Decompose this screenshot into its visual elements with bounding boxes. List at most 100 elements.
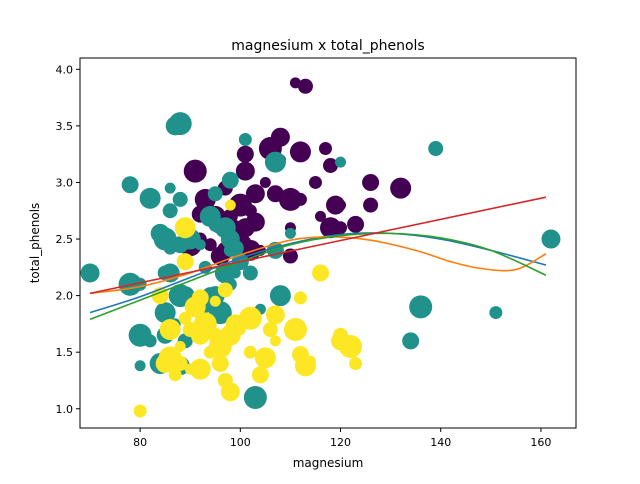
- scatter-point-class-2: [254, 347, 276, 369]
- scatter-point-class-1: [226, 239, 244, 257]
- scatter-point-class-0: [236, 145, 254, 163]
- scatter-point-class-0: [259, 176, 271, 188]
- y-tick-label: 1.5: [56, 346, 74, 359]
- scatter-point-class-0: [203, 238, 217, 252]
- fit-line-1: [89, 232, 547, 314]
- scatter-point-class-0: [183, 159, 207, 183]
- scatter-point-class-1: [80, 263, 100, 283]
- scatter-point-class-0: [308, 175, 322, 189]
- scatter-point-class-2: [349, 357, 363, 371]
- scatter-point-class-2: [220, 382, 240, 402]
- scatter-point-class-2: [339, 335, 363, 359]
- y-tick-label: 4.0: [56, 63, 74, 76]
- scatter-point-class-1: [207, 186, 223, 202]
- scatter-point-class-0: [289, 141, 311, 163]
- y-axis: 1.0 1.5 2.0 2.5 3.0 3.5 4.0: [56, 63, 80, 416]
- scatter-point-class-1: [162, 203, 178, 219]
- scatter-point-class-2: [203, 345, 217, 359]
- y-tick-label: 2.5: [56, 233, 74, 246]
- scatter-point-class-2: [168, 368, 182, 382]
- scatter-point-class-1: [134, 360, 146, 372]
- scatter-point-class-1: [409, 295, 433, 319]
- scatter-point-class-1: [242, 265, 258, 281]
- scatter-point-class-2: [283, 318, 307, 342]
- scatter-point-class-2: [159, 319, 181, 341]
- scatter-point-class-0: [362, 173, 380, 191]
- scatter-point-class-0: [297, 78, 313, 94]
- x-tick-label: 120: [330, 436, 351, 449]
- scatter-point-class-0: [266, 185, 284, 203]
- scatter-point-class-2: [207, 327, 223, 343]
- scatter-point-class-1: [284, 227, 296, 239]
- scatter-point-class-2: [174, 217, 196, 239]
- x-tick-label: 160: [530, 436, 551, 449]
- scatter-point-class-1: [139, 187, 161, 209]
- scatter-point-class-2: [238, 306, 262, 330]
- scatter-point-class-0: [235, 218, 255, 238]
- scatter-point-class-2: [178, 311, 192, 325]
- scatter-point-class-2: [224, 199, 236, 211]
- plot-frame: [79, 57, 577, 429]
- scatter-point-class-1: [199, 205, 221, 227]
- scatter-point-class-0: [363, 197, 379, 213]
- scatter-point-class-0: [245, 184, 265, 204]
- scatter-point-class-2: [262, 322, 278, 338]
- scatter-point-class-1: [229, 267, 241, 279]
- scatter-point-class-0: [326, 195, 346, 215]
- scatter-point-class-0: [323, 157, 339, 173]
- scatter-series-layer: [80, 77, 561, 418]
- y-tick-label: 3.5: [56, 120, 74, 133]
- scatter-point-class-0: [318, 142, 332, 156]
- scatter-point-class-2: [133, 404, 147, 418]
- fit-line-2: [89, 235, 547, 295]
- scatter-point-class-1: [164, 182, 176, 194]
- scatter-point-class-2: [189, 358, 211, 380]
- y-tick-label: 1.0: [56, 403, 74, 416]
- x-tick-label: 80: [133, 436, 147, 449]
- scatter-point-class-1: [541, 229, 561, 249]
- scatter-point-class-2: [243, 345, 257, 359]
- scatter-point-class-2: [269, 335, 281, 347]
- scatter-point-class-1: [269, 285, 291, 307]
- scatter-point-class-2: [211, 355, 229, 373]
- scatter-point-class-2: [265, 305, 285, 325]
- scatter-point-class-0: [293, 192, 307, 206]
- fit-line-3: [89, 232, 547, 321]
- scatter-point-class-0: [314, 210, 326, 222]
- scatter-point-class-2: [304, 355, 316, 367]
- scatter-point-class-1: [221, 171, 239, 189]
- x-axis: 80 100 120 140 160: [133, 428, 551, 449]
- y-axis-label: total_phenols: [28, 203, 42, 284]
- x-tick-label: 140: [430, 436, 451, 449]
- fit-lines-layer: [89, 196, 547, 321]
- scatter-point-class-0: [347, 215, 365, 233]
- scatter-point-class-1: [168, 112, 192, 136]
- scatter-point-class-0: [278, 187, 302, 211]
- scatter-point-class-1: [154, 302, 176, 324]
- x-tick-label: 100: [230, 436, 251, 449]
- scatter-point-class-1: [143, 334, 157, 348]
- scatter-point-class-2: [311, 264, 329, 282]
- scatter-point-class-2: [184, 363, 196, 375]
- scatter-point-class-1: [335, 156, 347, 168]
- fit-line-4: [89, 196, 547, 295]
- y-tick-label: 2.0: [56, 290, 74, 303]
- scatter-point-class-2: [209, 295, 221, 307]
- scatter-point-class-1: [194, 239, 206, 251]
- scatter-point-class-1: [402, 332, 420, 350]
- scatter-point-class-2: [251, 366, 269, 384]
- scatter-point-class-1: [121, 176, 139, 194]
- scatter-point-class-1: [264, 151, 286, 173]
- scatter-point-class-1: [243, 385, 267, 409]
- scatter-point-class-2: [234, 324, 246, 336]
- scatter-point-class-2: [184, 296, 206, 318]
- scatter-point-class-1: [428, 141, 444, 157]
- scatter-point-class-1: [489, 306, 503, 320]
- scatter-point-class-0: [320, 217, 342, 239]
- scatter-point-class-2: [293, 291, 307, 305]
- scatter-point-class-1: [238, 132, 252, 146]
- scatter-point-class-2: [176, 253, 194, 271]
- chart-title: magnesium x total_phenols: [231, 38, 424, 54]
